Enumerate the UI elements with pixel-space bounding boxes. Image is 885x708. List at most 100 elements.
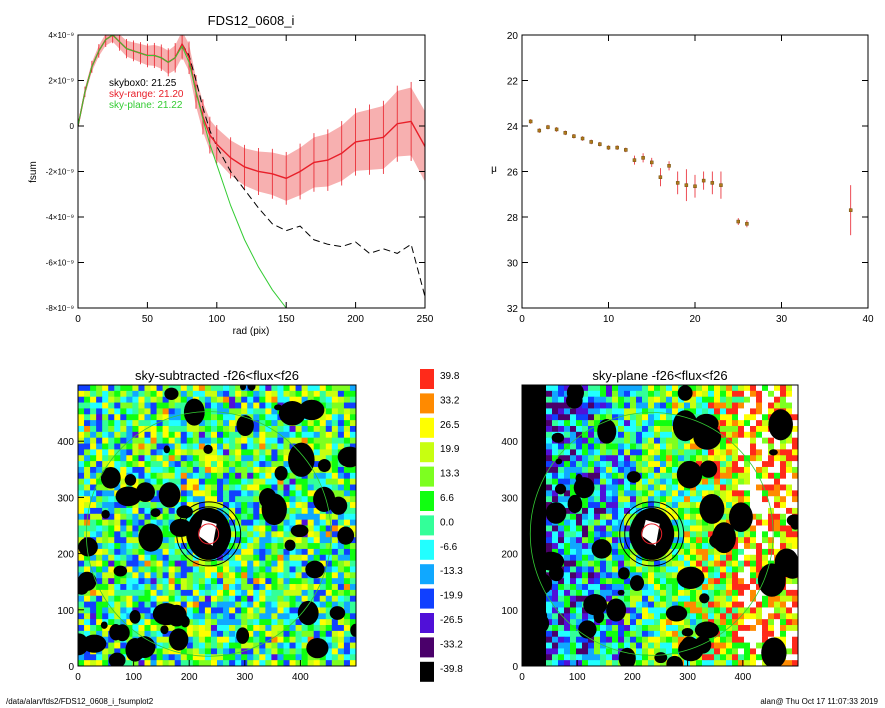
pixel <box>349 496 356 503</box>
pixel <box>217 625 224 632</box>
pixel <box>132 390 139 398</box>
pixel <box>84 396 91 403</box>
pixel <box>120 543 127 550</box>
pixel <box>756 490 763 497</box>
pixel <box>792 642 798 649</box>
pixel <box>301 537 309 544</box>
pixel <box>792 466 798 474</box>
pixel <box>792 630 798 638</box>
pixel <box>582 420 589 427</box>
pixel <box>600 478 607 485</box>
pixel <box>738 408 745 415</box>
pixel <box>168 466 176 474</box>
pixel <box>343 408 351 415</box>
pixel <box>271 390 278 398</box>
pixel <box>726 601 733 608</box>
pixel <box>726 578 733 585</box>
pixel <box>96 584 103 591</box>
pixel <box>534 478 541 485</box>
pixel <box>792 490 798 497</box>
pixel <box>792 420 798 427</box>
masked-object <box>113 565 128 577</box>
pixel <box>90 455 97 462</box>
pixel <box>720 566 727 573</box>
pixel <box>313 537 321 544</box>
pixel <box>186 496 194 503</box>
pixel <box>186 560 194 567</box>
pixel <box>325 402 333 409</box>
pixel <box>325 537 333 544</box>
pixel <box>313 630 321 638</box>
pixel <box>600 560 607 567</box>
pixel <box>594 531 601 538</box>
pixel <box>768 461 775 468</box>
pixel <box>528 449 535 456</box>
sky-subtracted-title: sky-subtracted -f26<flux<f26 <box>135 368 299 383</box>
pixel <box>132 513 139 521</box>
pixel <box>247 437 254 444</box>
pixel <box>714 548 721 556</box>
mu-point <box>572 134 576 138</box>
pixel <box>780 630 787 638</box>
pixel <box>564 490 571 497</box>
pixel <box>192 566 200 573</box>
pixel <box>289 431 296 439</box>
pixel <box>714 589 721 597</box>
pixel <box>606 513 613 521</box>
pixel <box>750 642 757 649</box>
pixel <box>630 490 637 497</box>
pixel <box>277 455 284 462</box>
pixel <box>546 619 553 626</box>
masked-object <box>618 567 630 580</box>
pixel <box>235 443 242 450</box>
pixel <box>630 589 637 597</box>
masked-object <box>699 494 725 524</box>
pixel <box>229 408 236 415</box>
masked-object <box>180 615 190 628</box>
pixel <box>762 607 769 614</box>
pixel <box>331 484 339 491</box>
pixel <box>114 519 121 526</box>
x-tick-label: 200 <box>347 314 364 325</box>
pixel <box>253 560 260 567</box>
pixel <box>301 578 309 585</box>
pixel <box>678 490 685 497</box>
pixel <box>84 630 91 638</box>
pixel <box>210 595 218 603</box>
pixel <box>102 548 109 556</box>
pixel <box>630 385 637 392</box>
pixel <box>564 484 571 491</box>
pixel <box>762 636 769 643</box>
pixel <box>343 513 351 521</box>
pixel <box>277 425 284 433</box>
pixel <box>666 502 673 509</box>
pixel <box>642 408 649 415</box>
pixel <box>648 642 655 649</box>
pixel <box>750 437 757 444</box>
pixel <box>618 425 625 433</box>
pixel <box>277 396 284 403</box>
legend-skybox0: skybox0: 21.25 <box>109 78 177 89</box>
pixel <box>295 642 303 649</box>
pixel <box>120 548 127 556</box>
pixel <box>726 654 733 661</box>
pixel <box>552 630 559 638</box>
pixel <box>750 636 757 643</box>
pixel <box>96 402 103 409</box>
pixel <box>684 507 691 515</box>
pixel <box>331 548 339 556</box>
pixel <box>349 525 356 532</box>
pixel <box>192 595 200 603</box>
y-tick-label: 24 <box>507 122 519 133</box>
pixel <box>204 625 212 632</box>
mu-point <box>554 127 559 132</box>
pixel <box>138 613 145 620</box>
pixel <box>204 402 212 409</box>
x-tick-label: 0 <box>75 672 81 683</box>
pixel <box>241 648 248 655</box>
pixel <box>528 425 535 433</box>
pixel <box>283 613 290 620</box>
pixel <box>546 431 553 439</box>
pixel <box>744 543 751 550</box>
pixel <box>283 619 290 626</box>
